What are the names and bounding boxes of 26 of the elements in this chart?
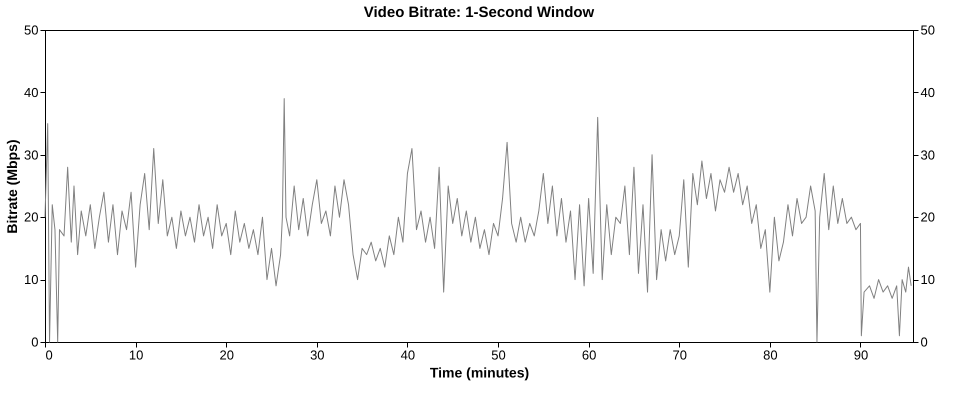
y2-tick-label: 10 <box>920 272 935 288</box>
x-tick-label: 20 <box>219 348 234 362</box>
x-tick-label: 0 <box>46 348 53 362</box>
chart-title: Video Bitrate: 1-Second Window <box>364 4 595 21</box>
x-tick-label: 90 <box>854 348 868 362</box>
y-tick-label: 20 <box>24 210 38 225</box>
y-tick-label: 40 <box>24 84 38 100</box>
y-tick-label: 10 <box>24 272 38 288</box>
y2-tick-label: 20 <box>920 210 935 225</box>
x-axis-title: Time (minutes) <box>430 364 530 380</box>
x-tick-label: 30 <box>310 348 325 362</box>
y-tick-label: 0 <box>31 334 38 350</box>
y2-tick-label: 50 <box>920 22 935 38</box>
y-tick-label: 30 <box>24 147 38 162</box>
y2-tick-label: 30 <box>920 147 935 162</box>
x-tick-label: 60 <box>582 348 596 362</box>
x-tick-label: 40 <box>400 348 416 362</box>
x-tick-label: 50 <box>491 348 506 362</box>
line-series <box>44 98 912 342</box>
y-axis-title: Bitrate (Mbps) <box>4 139 20 234</box>
x-tick-label: 70 <box>672 348 687 362</box>
x-tick-label: 10 <box>128 348 144 362</box>
y-tick-label: 50 <box>24 22 38 38</box>
y2-tick-label: 0 <box>920 334 928 350</box>
x-tick-label: 80 <box>763 348 778 362</box>
y2-tick-label: 40 <box>920 84 935 100</box>
